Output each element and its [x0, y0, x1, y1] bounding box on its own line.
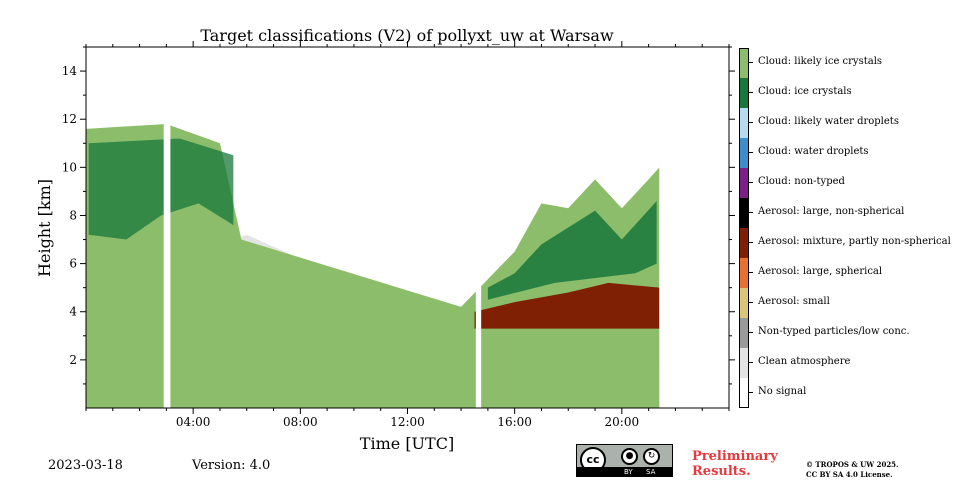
legend-tick	[749, 152, 753, 153]
legend-swatch	[739, 198, 749, 228]
preliminary-line-2: Results.	[692, 464, 751, 479]
legend-tick	[749, 122, 753, 123]
y-tick-label: 14	[62, 64, 78, 78]
cc-by-label: BY	[624, 468, 633, 476]
legend-swatch	[739, 228, 749, 258]
legend-label: Clean atmosphere	[758, 356, 851, 367]
layer-aerosol-mixture-partly-non-spherical	[474, 282, 660, 329]
legend-label: Cloud: water droplets	[758, 146, 869, 157]
legend-swatch	[739, 288, 749, 318]
legend-label: Aerosol: small	[758, 296, 830, 307]
legend-item: Cloud: ice crystals	[739, 78, 959, 108]
legend-label: Aerosol: large, non-spherical	[758, 206, 905, 217]
legend-tick	[749, 62, 753, 63]
legend-label: Cloud: likely water droplets	[758, 116, 899, 127]
copyright-line-1: © TROPOS & UW 2025.	[806, 460, 899, 469]
y-tick-label: 10	[62, 160, 77, 174]
legend-tick	[749, 272, 753, 273]
legend-tick	[749, 332, 753, 333]
y-tick-label: 2	[69, 353, 77, 367]
legend-item: Aerosol: large, spherical	[739, 258, 959, 288]
cc-badge-strip: BY SA	[577, 467, 672, 476]
x-tick-label: 12:00	[390, 415, 425, 429]
legend-item: Aerosol: small	[739, 288, 959, 318]
legend-item: Cloud: water droplets	[739, 138, 959, 168]
legend-tick	[749, 302, 753, 303]
x-tick-label: 04:00	[176, 415, 211, 429]
version-label: Version: 4.0	[192, 458, 271, 473]
legend-swatch	[739, 108, 749, 138]
cc-sa-label: SA	[646, 468, 656, 476]
no-signal-region	[659, 47, 729, 408]
y-axis-label: Height [km]	[35, 179, 54, 277]
legend-label: Aerosol: mixture, partly non-spherical	[758, 236, 951, 247]
preliminary-notice: Preliminary Results.	[692, 449, 778, 479]
y-tick-label: 8	[69, 208, 77, 222]
y-tick-label: 6	[69, 257, 77, 271]
x-tick-label: 16:00	[497, 415, 532, 429]
layer-ice-crystals-evening	[487, 201, 657, 300]
legend-item: No signal	[739, 378, 959, 408]
legend-tick	[749, 242, 753, 243]
legend-label: Cloud: non-typed	[758, 176, 845, 187]
legend-label: Non-typed particles/low conc.	[758, 326, 910, 337]
legend-swatch	[739, 258, 749, 288]
x-axis: 04:00 08:00 12:00 16:00 20:00	[85, 41, 730, 429]
legend-label: Cloud: ice crystals	[758, 86, 852, 97]
legend-item: Cloud: likely ice crystals	[739, 48, 959, 78]
legend-swatch	[739, 378, 749, 408]
copyright-line-2: CC BY SA 4.0 License.	[806, 470, 893, 479]
legend-swatch	[739, 318, 749, 348]
attribution-person-icon: ●	[621, 448, 638, 465]
legend-tick	[749, 392, 753, 393]
layer-ice-crystals-core	[88, 138, 234, 240]
legend-swatch	[739, 78, 749, 108]
legend-item: Clean atmosphere	[739, 348, 959, 378]
copyright-notice: © TROPOS & UW 2025. CC BY SA 4.0 License…	[806, 460, 899, 480]
measurement-date: 2023-03-18	[48, 458, 123, 473]
share-alike-icon: ↻	[643, 448, 660, 465]
x-axis-label: Time [UTC]	[360, 434, 454, 453]
legend-swatch	[739, 138, 749, 168]
legend-label: Aerosol: large, spherical	[758, 266, 883, 277]
chart-title: Target classifications (V2) of pollyxt_u…	[200, 26, 614, 45]
legend-label: Cloud: likely ice crystals	[758, 56, 883, 67]
x-tick-label: 08:00	[283, 415, 318, 429]
legend-tick	[749, 182, 753, 183]
data-gap	[475, 47, 482, 408]
legend-item: Non-typed particles/low conc.	[739, 318, 959, 348]
legend-item: Cloud: likely water droplets	[739, 108, 959, 138]
plot-area	[85, 46, 730, 409]
y-axis: 2 4 6 8 10 12 14	[62, 46, 735, 385]
legend-swatch	[739, 48, 749, 78]
y-tick-label: 4	[69, 305, 77, 319]
preliminary-line-1: Preliminary	[692, 449, 778, 464]
data-gap	[163, 47, 171, 408]
legend-tick	[749, 92, 753, 93]
legend-tick	[749, 362, 753, 363]
x-tick-label: 20:00	[605, 415, 640, 429]
legend-item: Aerosol: mixture, partly non-spherical	[739, 228, 959, 258]
legend-swatch	[739, 348, 749, 378]
legend-item: Aerosol: large, non-spherical	[739, 198, 959, 228]
legend-item: Cloud: non-typed	[739, 168, 959, 198]
legend-swatch	[739, 168, 749, 198]
cc-license-badge: cc ● ↻ BY SA	[576, 444, 673, 477]
y-tick-label: 12	[62, 112, 77, 126]
legend-label: No signal	[758, 386, 807, 397]
legend-tick	[749, 212, 753, 213]
